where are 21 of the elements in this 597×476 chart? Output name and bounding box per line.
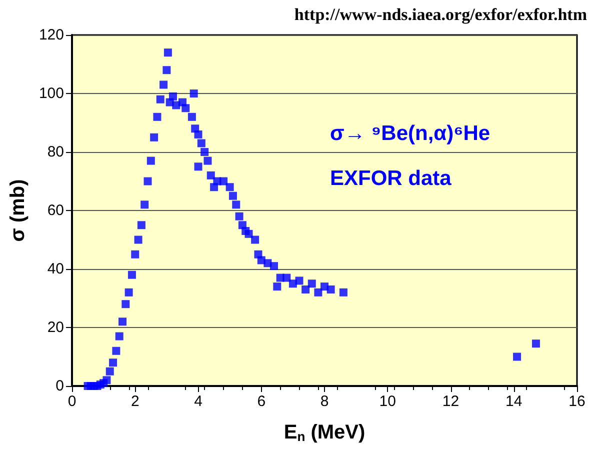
x-tick-label: 2	[130, 393, 140, 410]
x-tick-label: 12	[442, 393, 460, 410]
x-tick-label: 6	[257, 393, 266, 410]
x-tick-label: 16	[568, 393, 586, 410]
annotation: EXFOR data	[330, 167, 452, 190]
y-tick-label: 0	[56, 378, 64, 394]
x-tick-label: 10	[379, 393, 396, 410]
y-axis-title: σ (mb)	[7, 179, 30, 242]
x-tick-label: 8	[320, 393, 329, 410]
x-tick-label: 4	[194, 393, 202, 410]
text: http://www-nds.iaea.org/exfor/exfor.htm	[294, 5, 588, 24]
y-tick-label: 120	[38, 26, 64, 44]
y-tick-label: 80	[47, 144, 64, 160]
y-tick-label: 40	[47, 260, 64, 278]
x-tick-label: 14	[506, 393, 522, 410]
y-tick-label: 20	[47, 319, 64, 336]
x-tick-label: 0	[68, 393, 76, 410]
y-tick-label: 60	[47, 202, 64, 219]
y-tick-label: 100	[38, 85, 64, 102]
annotation: σ→ ⁹Be(n,α)⁶He	[330, 122, 490, 145]
x-axis-title: En (MeV)	[284, 422, 366, 444]
